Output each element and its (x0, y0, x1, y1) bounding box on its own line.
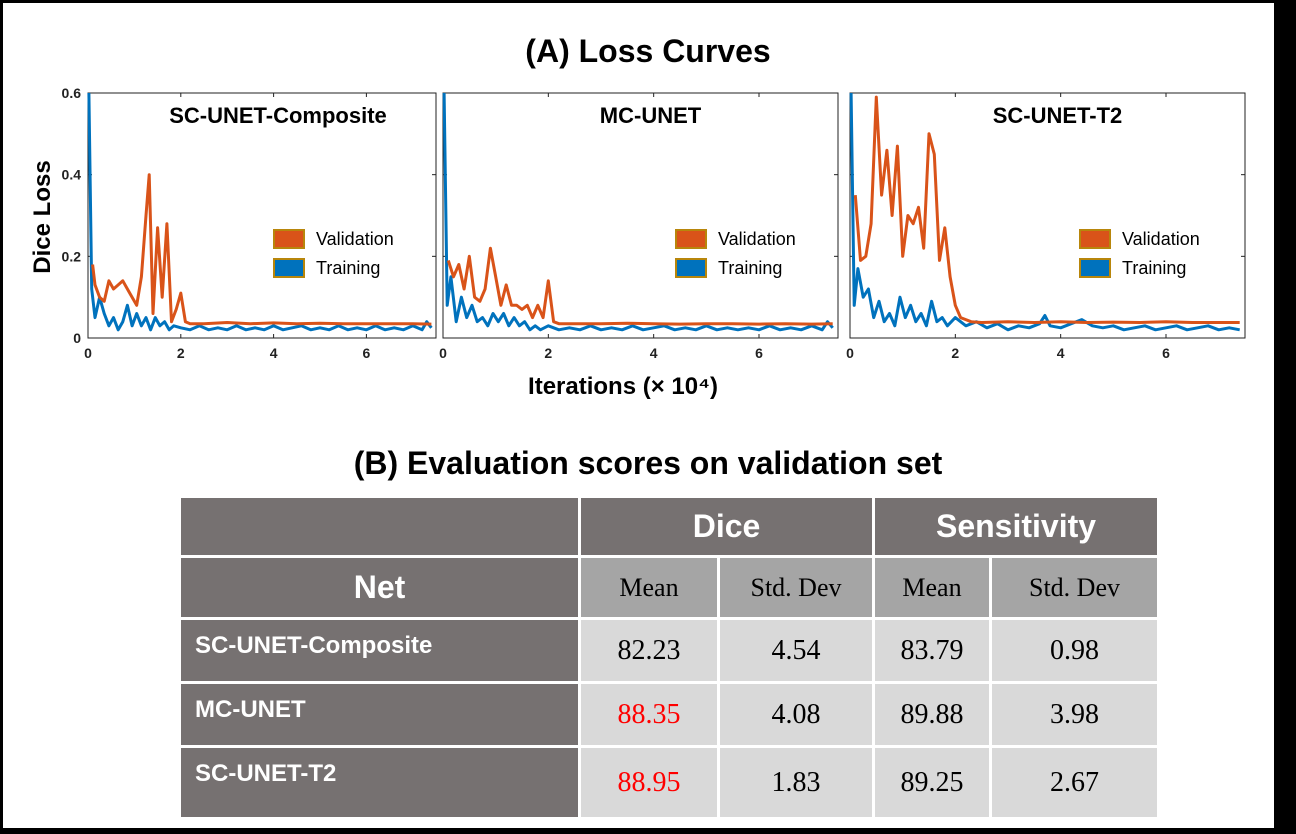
sensitivity-mean-cell: 83.79 (872, 617, 992, 684)
loss-curves-plots: Dice Loss Iterations (× 10⁴) 0 2 4 6 0 0.2 0.4… (29, 85, 1246, 400)
group-header-row: Dice Sensitivity (178, 495, 1160, 558)
validation-line (91, 173, 432, 326)
training-line (87, 92, 433, 332)
training-line (849, 92, 1240, 332)
sensitivity-std-cell: 3.98 (989, 681, 1160, 748)
dice-std-cell: 4.08 (717, 681, 875, 748)
sensitivity-group-header: Sensitivity (872, 495, 1160, 558)
sensitivity-std-cell: 2.67 (989, 745, 1160, 820)
evaluation-title: (B) Evaluation scores on validation set (353, 445, 943, 481)
header-empty-cell (178, 495, 581, 558)
y-tick-label: 0.2 (62, 248, 82, 264)
legend-label-validation: Validation (718, 229, 796, 249)
dice-mean-cell: 82.23 (578, 617, 720, 684)
legend-swatch-validation (273, 229, 305, 249)
legend-swatch-training (273, 258, 305, 278)
dice-mean-cell-highlighted: 88.95 (578, 745, 720, 820)
y-tick-label: 0.4 (62, 167, 82, 183)
legend-label-training: Training (1122, 258, 1186, 278)
x-axis-label: Iterations (× 10⁴) (528, 373, 718, 400)
y-tick-label: 0.6 (62, 85, 82, 101)
legend-swatch-training (675, 258, 707, 278)
column-header-row: Net Mean Std. Dev Mean Std. Dev (178, 555, 1160, 620)
sensitivity-std-header: Std. Dev (989, 555, 1160, 620)
sensitivity-mean-header: Mean (872, 555, 992, 620)
x-tick-label: 6 (1162, 345, 1170, 361)
legend-swatch-validation (1079, 229, 1111, 249)
table-row: SC-UNET-Composite 82.23 4.54 83.79 0.98 (178, 617, 1160, 684)
sensitivity-mean-cell: 89.25 (872, 745, 992, 820)
legend-label-training: Training (316, 258, 380, 278)
x-tick-label: 6 (363, 345, 371, 361)
legend-swatch-validation (675, 229, 707, 249)
panel-title: MC-UNET (600, 103, 702, 128)
legend-swatch-training (1079, 258, 1111, 278)
panel-title: SC-UNET-Composite (169, 103, 387, 128)
x-tick-label: 2 (544, 345, 552, 361)
loss-panel: 0 2 4 6 0 0.2 0.4 0.6 SC-UNET-Composite Validatio… (62, 85, 437, 361)
loss-panel: 0 2 4 6 SC-UNET-T2 Validation Training (846, 92, 1246, 361)
dice-group-header: Dice (578, 495, 875, 558)
loss-panel: 0 2 4 6 MC-UNET Validation Training (439, 92, 839, 361)
x-tick-label: 4 (650, 345, 658, 361)
evaluation-table: Dice Sensitivity Net Mean Std. Dev Mean … (178, 495, 1160, 820)
validation-line (853, 95, 1240, 324)
dice-mean-cell-highlighted: 88.35 (578, 681, 720, 748)
dice-mean-header: Mean (578, 555, 720, 620)
sensitivity-mean-cell: 89.88 (872, 681, 992, 748)
y-tick-label: 0 (73, 330, 81, 346)
net-name-cell: SC-UNET-Composite (178, 617, 581, 684)
sensitivity-std-cell: 0.98 (989, 617, 1160, 684)
panel-title: SC-UNET-T2 (993, 103, 1123, 128)
y-axis-label: Dice Loss (29, 160, 56, 273)
x-tick-label: 2 (177, 345, 185, 361)
net-column-header: Net (178, 555, 581, 620)
legend-label-validation: Validation (316, 229, 394, 249)
x-tick-label: 0 (846, 345, 854, 361)
legend-label-training: Training (718, 258, 782, 278)
axes-box (87, 92, 437, 339)
dice-std-cell: 4.54 (717, 617, 875, 684)
table-row: SC-UNET-T2 88.95 1.83 89.25 2.67 (178, 745, 1160, 820)
legend-label-validation: Validation (1122, 229, 1200, 249)
dice-std-header: Std. Dev (717, 555, 875, 620)
dice-std-cell: 1.83 (717, 745, 875, 820)
net-name-cell: SC-UNET-T2 (178, 745, 581, 820)
x-tick-label: 0 (439, 345, 447, 361)
training-line (442, 92, 834, 332)
validation-line (446, 246, 833, 326)
loss-curves-title: (A) Loss Curves (525, 33, 771, 69)
x-tick-label: 0 (84, 345, 92, 361)
x-tick-label: 2 (951, 345, 959, 361)
x-tick-label: 6 (755, 345, 763, 361)
table-row: MC-UNET 88.35 4.08 89.88 3.98 (178, 681, 1160, 748)
net-name-cell: MC-UNET (178, 681, 581, 748)
x-tick-label: 4 (1057, 345, 1065, 361)
x-tick-label: 4 (270, 345, 278, 361)
